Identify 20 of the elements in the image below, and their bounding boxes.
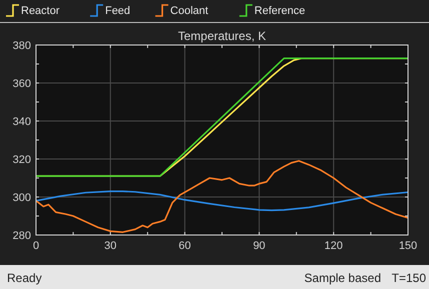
text: Ready bbox=[7, 271, 42, 285]
text: Sample based bbox=[304, 271, 381, 285]
y-tick-label: 280 bbox=[12, 230, 31, 242]
legend-label: Reference bbox=[254, 5, 306, 17]
x-tick-label: 90 bbox=[253, 240, 266, 252]
y-tick-label: 320 bbox=[12, 154, 31, 166]
legend-label: Coolant bbox=[170, 5, 208, 17]
x-tick-label: 30 bbox=[104, 240, 117, 252]
text: T=150 bbox=[392, 271, 426, 285]
chart-title: Temperatures, K bbox=[178, 29, 266, 43]
x-tick-label: 0 bbox=[32, 240, 40, 252]
y-tick-label: 300 bbox=[12, 192, 31, 204]
y-tick-label: 380 bbox=[12, 40, 31, 52]
x-tick-label: 120 bbox=[324, 240, 343, 252]
x-tick-label: 60 bbox=[178, 240, 191, 252]
legend-label: Reactor bbox=[21, 5, 60, 17]
x-tick-label: 150 bbox=[398, 240, 418, 252]
legend-label: Feed bbox=[105, 5, 130, 17]
y-tick-label: 360 bbox=[12, 78, 31, 90]
y-tick-label: 340 bbox=[12, 116, 31, 128]
